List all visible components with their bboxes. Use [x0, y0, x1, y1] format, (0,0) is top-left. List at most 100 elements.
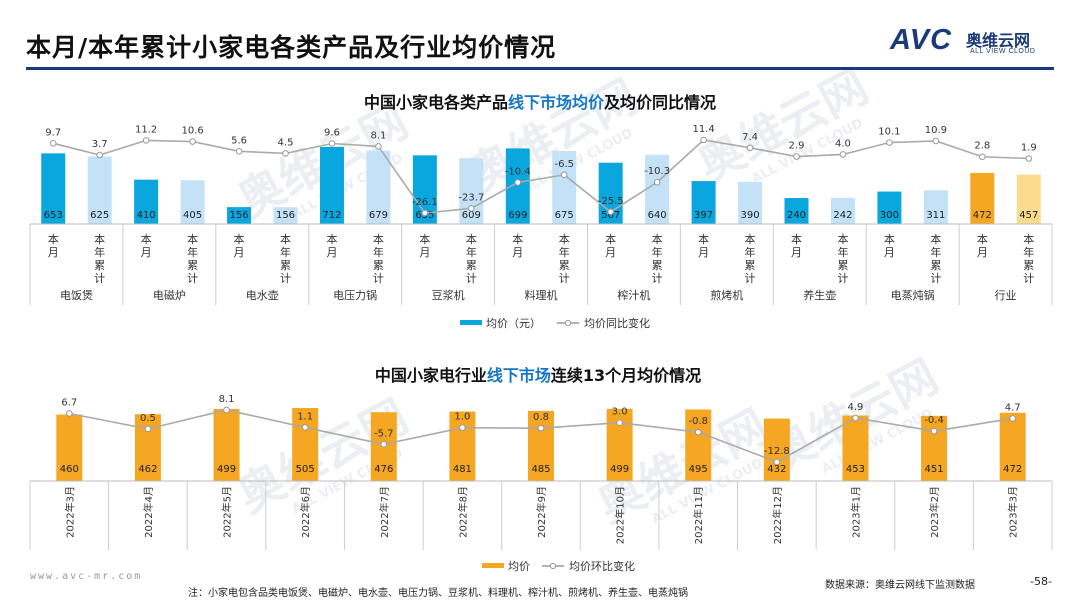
chart2-bar-value: 460 [60, 464, 79, 475]
chart2-pct-label: -0.4 [924, 415, 944, 426]
chart1-bar-value: 609 [462, 210, 481, 221]
chart2-category-label: 2022年7月 [378, 486, 391, 538]
chart2-bar [292, 408, 319, 481]
chart2-bar-value: 462 [138, 464, 157, 475]
chart1-bar-value: 300 [880, 210, 899, 221]
chart1-legend-line-label: 均价同比变化 [584, 316, 650, 330]
chart1-sub-label: 本年累计 [280, 232, 291, 285]
chart2-category-label: 2023年2月 [928, 486, 941, 538]
chart2-category-label: 2022年10月 [614, 486, 627, 544]
chart1-bar-value: 457 [1019, 210, 1038, 221]
chart2-category-labels: 2022年3月 2022年4月 2022年5月 2022年6月 2022年7月 2022年… [63, 486, 1019, 544]
chart1-bar-value: 679 [369, 210, 388, 221]
chart2-bar-value: 476 [374, 464, 393, 475]
chart2-pct-label: -12.8 [764, 446, 790, 457]
chart1-sub-label: 本月 [234, 232, 245, 259]
chart2-bar-value: 481 [453, 464, 472, 475]
chart1-line-point [839, 151, 847, 158]
chart1-line-point [375, 143, 382, 150]
chart2-bar [134, 414, 161, 481]
footer-note: 注：小家电包含品类电饭煲、电磁炉、电水壶、电压力锅、豆浆机、料理机、榨汁机、煎烤… [188, 588, 688, 599]
chart1-bar-value: 311 [926, 210, 945, 221]
chart1-line-point [235, 147, 243, 155]
chart2-pct-label: -5.7 [374, 428, 394, 439]
chart2-bar [842, 415, 869, 481]
chart1-line-point [142, 137, 150, 144]
footer-source: 数据来源：奥维云网线下监测数据 [825, 580, 975, 591]
chart1-bar [645, 154, 670, 224]
chart1-bar-value: 240 [787, 210, 806, 221]
chart1-pct-label: 4.5 [278, 137, 294, 148]
chart1-bar [923, 190, 948, 224]
chart1-line-point [979, 153, 986, 161]
chart1-bar [273, 207, 298, 224]
chart2-line-point [459, 424, 466, 431]
chart2-bar [449, 411, 476, 481]
chart1-sub-label: 本年累计 [930, 232, 941, 285]
chart2-legend-line-label: 均价环比变化 [569, 559, 635, 573]
chart2-line-point [301, 424, 309, 431]
chart2-bar-value: 499 [217, 464, 236, 475]
chart2-pct-label: 0.8 [533, 412, 549, 423]
chart2-bar-value: 495 [689, 464, 708, 475]
chart2-bar [999, 412, 1026, 481]
chart1-pct-label: -6.5 [554, 159, 574, 170]
chart1-bar-value: 242 [833, 210, 852, 221]
chart2-legend-bar-label: 均价 [508, 560, 530, 573]
page-title: 本月/本年累计小家电各类产品及行业均价情况 [26, 33, 557, 62]
chart1-bar [180, 180, 205, 224]
title-rule [26, 67, 1054, 70]
chart1-sub-label: 本月 [512, 232, 523, 259]
chart1-line-point [607, 208, 614, 216]
chart2-bar [763, 418, 790, 481]
chart1-pct-label: 1.9 [1021, 142, 1037, 153]
chart1-bar-value: 472 [973, 210, 992, 221]
chart1-pct-label: 5.6 [231, 135, 247, 146]
chart2-line-point [930, 427, 938, 435]
chart1-line-point [189, 138, 196, 145]
chart2-pct-label: -0.8 [688, 416, 708, 427]
chart1-bar-value: 410 [137, 210, 156, 221]
chart2-pct-label: 4.9 [848, 402, 864, 413]
chart1-line-point [653, 178, 661, 186]
chart1-legend-bar-label: 均价（元） [486, 317, 541, 330]
chart1-pct-label: 11.4 [692, 124, 714, 135]
chart1-line-point [932, 137, 940, 145]
chart1-sub-label: 本月 [141, 232, 152, 259]
chart2-category-label: 2023年3月 [1007, 486, 1020, 538]
chart1-sub-label: 本年累计 [837, 232, 848, 285]
chart1-pct-label: -23.7 [458, 192, 484, 203]
chart2-category-label: 2023年1月 [849, 486, 862, 538]
chart2-line-point [773, 458, 781, 466]
chart1-line-point [560, 171, 568, 179]
chart1-bar [970, 172, 995, 224]
chart1-pct-label: -26.1 [412, 197, 438, 208]
chart1-pct-label: 8.1 [370, 130, 386, 141]
chart1-bar-value: 397 [694, 210, 713, 221]
chart1-sub-label: 本月 [791, 232, 802, 259]
chart2-category-label: 2022年11月 [692, 486, 705, 544]
chart2-legend-bar-swatch [482, 563, 504, 568]
chart1-bar [1016, 174, 1041, 224]
chart2-bar [921, 415, 948, 481]
chart1-bar [134, 179, 159, 224]
chart1-bar [552, 151, 577, 224]
chart2-category-label: 2022年12月 [771, 486, 784, 544]
chart1-bar [505, 148, 530, 224]
chart1-pct-label: 9.7 [45, 127, 61, 138]
chart2-bar [685, 409, 712, 481]
chart1-pct-label: 3.7 [92, 139, 108, 150]
chart2-category-label: 2022年4月 [142, 486, 155, 538]
logo-cn-text: 奥维云网 [966, 31, 1031, 50]
chart1-category-label: 养生壶 [803, 288, 836, 302]
chart1-pct-label: 2.8 [974, 141, 990, 152]
chart1-category-label: 电蒸炖锅 [891, 289, 935, 302]
chart1-bar [830, 197, 855, 224]
chart1-category-label: 电压力锅 [333, 289, 377, 302]
chart1-line-point [421, 209, 429, 217]
chart1-pct-label: 10.6 [181, 126, 203, 137]
chart1-sub-label: 本年累计 [94, 232, 105, 285]
chart2-bar [56, 414, 83, 481]
logo-avc-text: AVC [890, 24, 953, 56]
